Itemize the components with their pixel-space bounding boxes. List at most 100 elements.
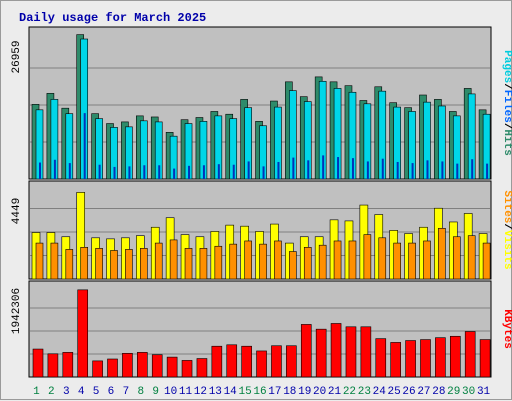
sites-bar-11 bbox=[184, 248, 193, 280]
sites-bar-2 bbox=[50, 242, 59, 280]
kbytes-bar-6 bbox=[107, 358, 118, 378]
day-label-13: 13 bbox=[209, 386, 222, 398]
legend-hits: Hits bbox=[501, 129, 512, 155]
pages-bar-29 bbox=[456, 163, 459, 179]
day-label-12: 12 bbox=[194, 386, 207, 398]
legend-separator: / bbox=[501, 83, 512, 90]
day-label-25: 25 bbox=[388, 386, 401, 398]
pages-bar-17 bbox=[277, 161, 280, 179]
sites-bar-9 bbox=[154, 242, 163, 280]
day-label-7: 7 bbox=[123, 386, 130, 398]
chart-title: Daily usage for March 2025 bbox=[19, 11, 206, 25]
day-label-30: 30 bbox=[462, 386, 475, 398]
kbytes-bar-17 bbox=[271, 345, 282, 378]
hits-files-pages-legend: Pages/Files/Hits bbox=[501, 50, 512, 156]
day-label-19: 19 bbox=[298, 386, 311, 398]
day-label-31: 31 bbox=[477, 386, 491, 398]
pages-bar-1 bbox=[39, 162, 41, 179]
day-label-11: 11 bbox=[179, 386, 193, 398]
pages-bar-27 bbox=[426, 160, 429, 179]
day-label-9: 9 bbox=[152, 386, 159, 398]
sites-bar-13 bbox=[214, 245, 223, 280]
kbytes-bar-20 bbox=[315, 328, 327, 378]
kbytes-bar-28 bbox=[435, 337, 446, 378]
kbytes-bar-12 bbox=[196, 358, 208, 378]
legend-sites: Sites bbox=[501, 190, 512, 223]
day-label-10: 10 bbox=[164, 386, 177, 398]
pages-bar-7 bbox=[128, 166, 131, 179]
sites-bar-24 bbox=[378, 237, 387, 280]
day-label-4: 4 bbox=[78, 386, 85, 398]
sites-bar-15 bbox=[244, 240, 252, 280]
kbytes-bar-15 bbox=[241, 345, 252, 378]
hits-files-pages-max-label: 26959 bbox=[11, 40, 23, 73]
pages-bar-15 bbox=[247, 161, 250, 179]
sites-bar-27 bbox=[423, 240, 431, 280]
legend-kbytes: KBytes bbox=[501, 309, 512, 349]
day-label-1: 1 bbox=[33, 386, 40, 398]
legend-pages: Pages bbox=[501, 50, 512, 83]
kbytes-legend: KBytes bbox=[501, 309, 512, 349]
sites-bar-6 bbox=[110, 250, 118, 280]
sites-bar-23 bbox=[363, 234, 372, 280]
pages-bar-4 bbox=[83, 113, 86, 179]
kbytes-bar-22 bbox=[345, 326, 357, 378]
kbytes-bar-24 bbox=[375, 338, 387, 378]
kbytes-bar-11 bbox=[181, 360, 193, 378]
sites-bar-20 bbox=[318, 244, 327, 280]
sites-bar-22 bbox=[348, 240, 357, 280]
pages-bar-12 bbox=[202, 165, 205, 179]
pages-bar-22 bbox=[351, 158, 354, 179]
pages-bar-31 bbox=[486, 163, 489, 179]
pages-bar-28 bbox=[441, 161, 444, 179]
sites-bar-19 bbox=[303, 247, 312, 280]
kbytes-bar-27 bbox=[420, 339, 431, 378]
sites-bar-26 bbox=[408, 242, 416, 280]
kbytes-bar-21 bbox=[330, 323, 342, 378]
kbytes-bar-25 bbox=[390, 342, 401, 378]
kbytes-bar-26 bbox=[405, 340, 416, 378]
visits-sites-legend: Sites/Visits bbox=[501, 190, 512, 269]
sites-bar-7 bbox=[125, 249, 133, 280]
kbytes-bar-13 bbox=[211, 345, 223, 378]
day-label-16: 16 bbox=[253, 386, 266, 398]
day-label-26: 26 bbox=[402, 386, 415, 398]
sites-bar-8 bbox=[140, 248, 148, 280]
pages-bar-11 bbox=[188, 165, 191, 179]
kbytes-bar-14 bbox=[226, 344, 238, 378]
day-label-28: 28 bbox=[432, 386, 445, 398]
day-label-27: 27 bbox=[417, 386, 430, 398]
legend-files: Files bbox=[501, 90, 512, 123]
kbytes-bar-8 bbox=[137, 352, 148, 378]
sites-bar-3 bbox=[65, 249, 74, 280]
sites-bar-5 bbox=[95, 248, 103, 280]
pages-bar-18 bbox=[292, 157, 295, 179]
pages-bar-24 bbox=[381, 158, 384, 179]
sites-bar-12 bbox=[199, 248, 208, 280]
sites-bar-10 bbox=[169, 239, 178, 280]
sites-bar-25 bbox=[393, 242, 401, 280]
day-label-2: 2 bbox=[48, 386, 55, 398]
day-label-21: 21 bbox=[328, 386, 342, 398]
legend-separator: / bbox=[501, 223, 512, 230]
sites-bar-16 bbox=[259, 243, 267, 280]
sites-bar-21 bbox=[333, 240, 342, 280]
pages-bar-3 bbox=[68, 163, 71, 179]
pages-bar-25 bbox=[396, 161, 399, 179]
kbytes-bar-31 bbox=[479, 339, 491, 378]
sites-bar-31 bbox=[482, 242, 491, 280]
kbytes-bar-19 bbox=[300, 324, 312, 378]
sites-bar-14 bbox=[229, 243, 238, 280]
pages-bar-30 bbox=[471, 159, 474, 179]
kbytes-bar-10 bbox=[166, 356, 178, 378]
pages-bar-14 bbox=[232, 164, 235, 179]
kbytes-bar-7 bbox=[122, 353, 133, 378]
pages-bar-5 bbox=[98, 164, 101, 179]
day-label-18: 18 bbox=[283, 386, 296, 398]
day-label-20: 20 bbox=[313, 386, 326, 398]
kbytes-bar-9 bbox=[151, 354, 163, 378]
pages-bar-6 bbox=[113, 166, 116, 179]
kbytes-bar-23 bbox=[360, 326, 372, 378]
kbytes-bar-29 bbox=[449, 335, 461, 378]
